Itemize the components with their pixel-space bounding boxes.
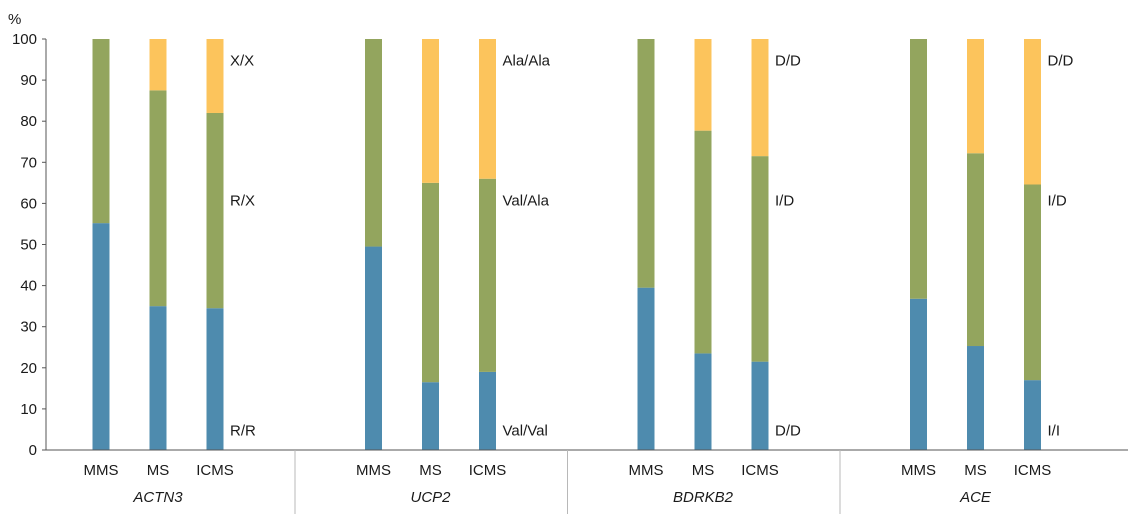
bar-segment <box>752 39 769 156</box>
x-category-label: MMS <box>356 462 391 479</box>
bar-segment <box>150 39 167 90</box>
y-tick-label: 40 <box>20 278 37 295</box>
x-axis: MMS MS ICMS ACTN3 MMS MS ICMS UCP2 MMS MS ICMS BDRK… <box>46 450 1128 514</box>
y-tick-label: 90 <box>20 72 37 89</box>
x-category-label: ICMS <box>1014 462 1052 479</box>
bar-segment <box>207 39 224 113</box>
bar-segment <box>150 90 167 306</box>
bar-segment <box>910 299 927 450</box>
x-category-label: ICMS <box>741 462 779 479</box>
bar-segment <box>638 288 655 450</box>
segment-annotation: R/R <box>230 422 256 439</box>
y-axis-unit-label: % <box>8 11 21 28</box>
bar-segment <box>967 153 984 346</box>
bar-segment <box>479 39 496 179</box>
bar-segment <box>695 353 712 450</box>
group-label: ACE <box>959 489 992 506</box>
bar-segment <box>695 131 712 354</box>
bar-segment <box>1024 380 1041 450</box>
segment-annotation: Val/Val <box>503 422 548 439</box>
segment-annotation: D/D <box>1048 53 1074 70</box>
bar-segment <box>422 382 439 450</box>
bar-segment <box>910 39 927 299</box>
segment-annotation: D/D <box>775 422 801 439</box>
bar-segment <box>207 113 224 308</box>
y-tick-label: 10 <box>20 401 37 418</box>
bar-segment <box>752 156 769 362</box>
bar-segment <box>207 308 224 450</box>
bar-segment <box>752 362 769 450</box>
bar-segment <box>150 306 167 450</box>
group-label: BDRKB2 <box>673 489 734 506</box>
segment-annotation: I/I <box>1048 422 1061 439</box>
x-category-label: MS <box>419 462 442 479</box>
segment-annotation: I/D <box>775 192 794 209</box>
y-tick-label: 60 <box>20 195 37 212</box>
x-category-label: ICMS <box>469 462 507 479</box>
y-tick-label: 0 <box>29 442 37 459</box>
y-tick-label: 30 <box>20 319 37 336</box>
x-category-label: MS <box>692 462 715 479</box>
y-tick-label: 80 <box>20 113 37 130</box>
group-label: ACTN3 <box>132 489 183 506</box>
bar-segment <box>479 372 496 450</box>
segment-annotation: Val/Ala <box>503 192 550 209</box>
bar-segment <box>422 183 439 382</box>
y-tick-label: 100 <box>12 31 37 48</box>
segment-annotation: R/X <box>230 192 255 209</box>
y-tick-label: 70 <box>20 154 37 171</box>
bar-segment <box>638 39 655 288</box>
bar-segment <box>365 247 382 450</box>
segment-annotation: X/X <box>230 53 254 70</box>
segment-annotation: D/D <box>775 53 801 70</box>
segment-annotation: I/D <box>1048 192 1067 209</box>
segment-annotation: Ala/Ala <box>503 53 551 70</box>
y-tick-label: 50 <box>20 237 37 254</box>
x-category-label: ICMS <box>196 462 234 479</box>
bar-segment <box>93 39 110 223</box>
bar-segment <box>1024 39 1041 184</box>
bar-segment <box>967 39 984 153</box>
bar-segment <box>695 39 712 131</box>
bar-segment <box>365 39 382 247</box>
bar-segment <box>479 179 496 372</box>
group-label: UCP2 <box>410 489 451 506</box>
bar-segment <box>1024 184 1041 380</box>
x-category-label: MMS <box>901 462 936 479</box>
bar-segment <box>422 39 439 183</box>
y-axis: 0 10 20 30 40 50 60 70 80 90 100 <box>12 31 46 459</box>
x-category-label: MMS <box>84 462 119 479</box>
x-category-label: MS <box>964 462 987 479</box>
bars-layer <box>93 39 1042 450</box>
bar-segment <box>93 223 110 450</box>
x-category-label: MS <box>147 462 170 479</box>
y-tick-label: 20 <box>20 360 37 377</box>
bar-segment <box>967 346 984 450</box>
x-category-label: MMS <box>629 462 664 479</box>
